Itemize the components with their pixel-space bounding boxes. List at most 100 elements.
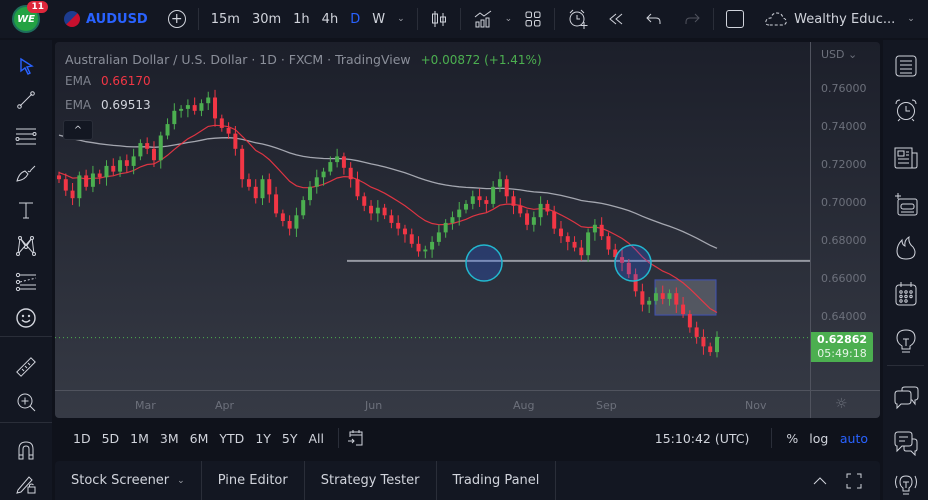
maximize-panel-button[interactable] <box>846 473 862 489</box>
divider <box>459 8 461 30</box>
alerts-button[interactable] <box>892 96 920 124</box>
range-1d[interactable]: 1D <box>73 430 91 446</box>
chat-bubbles-icon <box>894 386 919 410</box>
timeframe-dropdown-chevron-icon[interactable]: ⌄ <box>397 14 405 24</box>
ema-legend-slow[interactable]: EMA 0.69513 <box>65 98 151 112</box>
timezone-clock[interactable]: 15:10:42 (UTC) <box>654 430 750 446</box>
replay-button[interactable] <box>601 0 631 38</box>
price-tick: 0.70000 <box>821 196 867 209</box>
notification-badge: 11 <box>27 1 48 13</box>
arrow-cursor-icon <box>20 57 34 75</box>
chat-message-icon <box>894 431 918 456</box>
brush-tool[interactable] <box>12 160 40 188</box>
cursor-tool[interactable] <box>12 52 40 80</box>
pattern-tool[interactable] <box>12 232 40 260</box>
alarm-clock-icon <box>895 99 917 122</box>
range-5d[interactable]: 5D <box>101 430 120 446</box>
chart-pane[interactable]: Australian Dollar / U.S. Dollar · 1D · F… <box>55 42 880 418</box>
price-tick: 0.72000 <box>821 158 867 171</box>
private-chats-button[interactable] <box>892 429 920 457</box>
log-scale-toggle[interactable]: log <box>809 430 829 446</box>
drawing-toolbar <box>0 40 52 500</box>
square-icon <box>726 10 745 28</box>
forecasting-icon <box>15 272 37 292</box>
ema-label: EMA <box>65 74 92 88</box>
time-axis[interactable]: Mar Apr Jun Aug Sep Nov ☼ <box>55 390 880 418</box>
timeframe-w[interactable]: W <box>372 11 386 27</box>
hotlists-button[interactable] <box>892 234 920 262</box>
public-chats-button[interactable] <box>892 385 920 413</box>
news-button[interactable] <box>892 144 920 172</box>
ideas-button[interactable] <box>892 327 920 355</box>
collapse-legend-button[interactable]: ^ <box>63 120 93 140</box>
watchlist-button[interactable] <box>892 52 920 80</box>
lock-drawings-tool[interactable] <box>12 470 40 498</box>
chart-settings-gear-icon[interactable]: ☼ <box>835 396 848 412</box>
range-5y[interactable]: 5Y <box>281 430 298 446</box>
range-6m[interactable]: 6M <box>189 430 209 446</box>
aud-usd-flag-icon <box>64 11 80 27</box>
magnet-tool[interactable] <box>12 436 40 464</box>
range-1y[interactable]: 1Y <box>255 430 271 446</box>
bottom-panel-tabs: Stock Screener ⌄ Pine Editor Strategy Te… <box>55 461 880 500</box>
symbol-search-button[interactable]: AUDUSD <box>64 11 148 27</box>
symbol-description: Australian Dollar / U.S. Dollar · 1D · F… <box>65 52 411 67</box>
timeframe-d[interactable]: D <box>350 11 361 27</box>
current-price-label: 0.62862 05:49:18 <box>811 332 873 362</box>
layout-save-button[interactable]: Wealthy Educ... <box>758 0 901 38</box>
divider <box>771 428 773 448</box>
ema-label: EMA <box>65 98 92 112</box>
indicators-icon <box>474 10 491 28</box>
bar-countdown: 05:49:18 <box>817 347 867 360</box>
timeframe-30m[interactable]: 30m <box>251 11 282 27</box>
date-range-bar: 1D 5D 1M 3M 6M YTD 1Y 5Y All 15:10:42 (U… <box>55 420 880 456</box>
top-toolbar: WE 11 AUDUSD + 15m 30m 1h 4h D W ⌄ ⌄ <box>0 0 928 38</box>
undo-button[interactable] <box>639 0 669 38</box>
broadcast-bulb-icon <box>895 475 917 495</box>
ema-legend-fast[interactable]: EMA 0.66170 <box>65 74 151 88</box>
ruler-icon <box>16 357 36 377</box>
trend-line-tool[interactable] <box>12 86 40 114</box>
calendar-button[interactable] <box>892 280 920 308</box>
icon-tool[interactable] <box>12 304 40 332</box>
fullscreen-toggle-button[interactable] <box>720 0 750 38</box>
measure-tool[interactable] <box>12 353 40 381</box>
layout-dropdown-chevron-icon[interactable]: ⌄ <box>907 14 915 24</box>
price-tick: 0.76000 <box>821 82 867 95</box>
indicators-dropdown-chevron-icon[interactable]: ⌄ <box>504 14 513 24</box>
chart-type-button[interactable] <box>424 0 454 38</box>
tab-trading-panel[interactable]: Trading Panel <box>437 461 557 500</box>
compare-symbol-button[interactable]: + <box>162 0 192 38</box>
calendar-goto-icon <box>347 430 362 446</box>
expand-panel-button[interactable] <box>812 476 828 486</box>
indicators-button[interactable] <box>467 0 499 38</box>
percent-scale-toggle[interactable]: % <box>786 430 799 446</box>
range-all[interactable]: All <box>308 430 325 446</box>
range-ytd[interactable]: YTD <box>219 430 245 446</box>
layout-button[interactable] <box>518 0 548 38</box>
currency-selector[interactable]: USD ⌄ <box>821 48 858 61</box>
timeframe-15m[interactable]: 15m <box>210 11 240 27</box>
tab-strategy-tester[interactable]: Strategy Tester <box>305 461 437 500</box>
forecast-tool[interactable] <box>12 268 40 296</box>
object-tree-button[interactable] <box>892 190 920 218</box>
tab-stock-screener[interactable]: Stock Screener ⌄ <box>55 461 202 500</box>
redo-button[interactable] <box>677 0 707 38</box>
go-to-date-button[interactable] <box>347 429 365 447</box>
cloud-icon <box>765 12 787 26</box>
tab-pine-editor[interactable]: Pine Editor <box>202 461 305 500</box>
zoom-in-tool[interactable] <box>12 388 40 416</box>
auto-scale-toggle[interactable]: auto <box>839 430 868 446</box>
create-alert-button[interactable] <box>561 0 595 38</box>
range-3m[interactable]: 3M <box>159 430 179 446</box>
horizontal-lines-tool[interactable] <box>12 122 40 150</box>
candlestick-chart[interactable] <box>55 42 810 390</box>
timeframe-4h[interactable]: 4h <box>321 11 339 27</box>
user-avatar[interactable]: WE 11 <box>12 1 48 33</box>
text-tool[interactable] <box>12 196 40 224</box>
timeframe-1h[interactable]: 1h <box>293 11 310 27</box>
logo-text: WE <box>17 13 35 25</box>
streams-button[interactable] <box>892 470 920 498</box>
price-axis[interactable]: USD ⌄ 0.76000 0.74000 0.72000 0.70000 0.… <box>810 42 880 418</box>
range-1m[interactable]: 1M <box>130 430 149 446</box>
